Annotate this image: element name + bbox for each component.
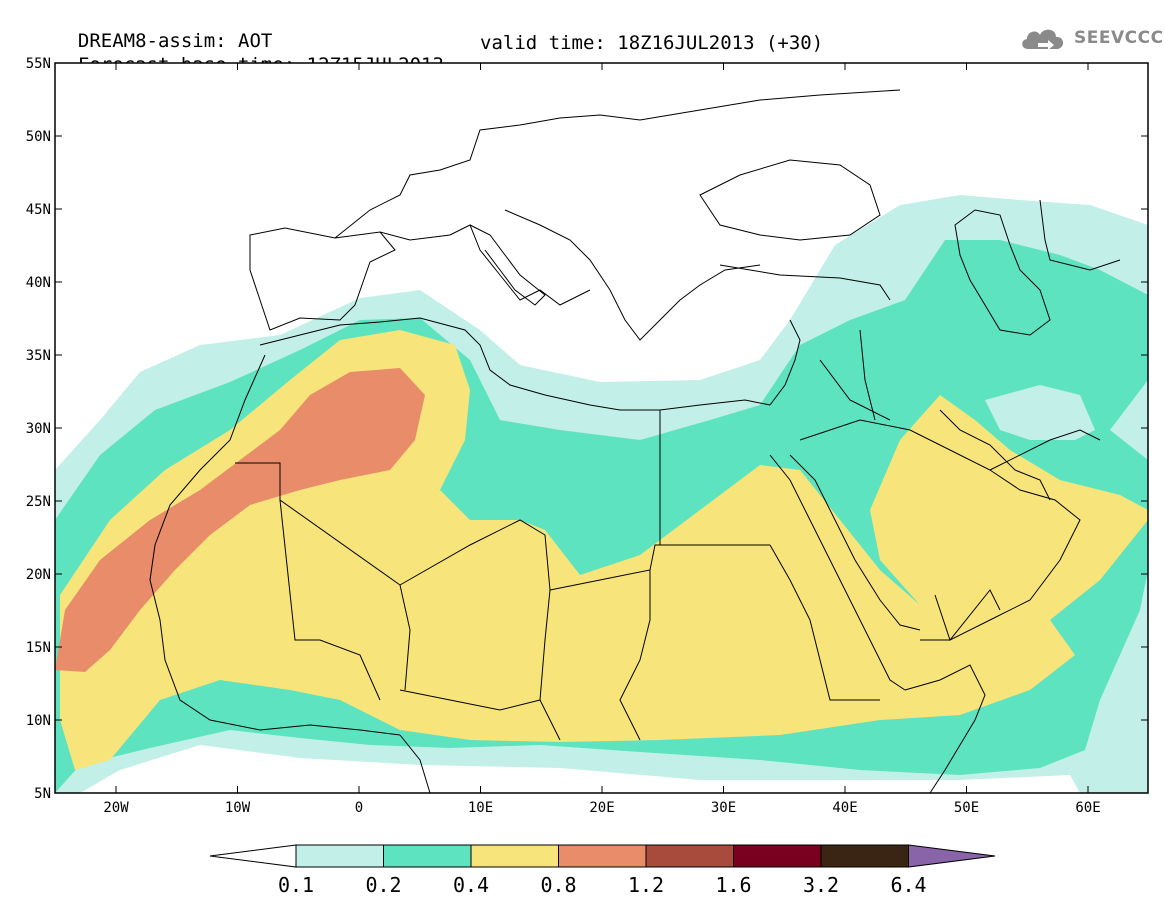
map-title: DREAM8-assim: AOT: [55, 8, 272, 52]
lat-label: 10N: [26, 713, 51, 729]
lat-label: 40N: [26, 275, 51, 291]
lat-label: 50N: [26, 129, 51, 145]
lat-label: 20N: [26, 567, 51, 583]
map-plot-area: [55, 63, 1148, 793]
colorbar-segment: [295, 844, 384, 868]
colorbar-label: 0.4: [453, 873, 489, 897]
colorbar-label: 3.2: [803, 873, 839, 897]
longitude-axis: 20W 10W 0 10E 20E 30E 40E 50E 60E: [103, 63, 1101, 816]
lat-label: 55N: [26, 56, 51, 72]
latitude-axis: 55N 50N 45N 40N 35N 30N 25N 20N 15N 10N 5N: [26, 56, 1148, 802]
valid-time: valid time: 18Z16JUL2013 (+30): [480, 32, 824, 54]
lat-label: 35N: [26, 348, 51, 364]
colorbar-right-arrow: [908, 844, 996, 868]
coastlines-and-borders: [149, 89, 1121, 793]
colorbar-segment: [558, 844, 647, 868]
cloud-icon: [1022, 29, 1064, 50]
lat-label: 30N: [26, 421, 51, 437]
colorbar-segment: [470, 844, 559, 868]
lon-label: 10E: [468, 800, 493, 816]
lat-label: 25N: [26, 494, 51, 510]
lon-label: 40E: [832, 800, 857, 816]
colorbar-label: 1.6: [715, 873, 751, 897]
colorbar-label: 1.2: [628, 873, 664, 897]
colorbar-segment: [820, 844, 909, 868]
colorbar-label: 6.4: [890, 873, 926, 897]
lon-label: 0: [355, 800, 363, 816]
title-line-1: DREAM8-assim: AOT: [77, 30, 273, 52]
logo-text: SEEVCCC: [1074, 28, 1164, 48]
seevccc-logo: SEEVCCC: [1018, 22, 1164, 54]
aot-field-0.8: [55, 368, 425, 672]
lon-label: 60E: [1075, 800, 1100, 816]
lat-label: 45N: [26, 202, 51, 218]
colorbar-left-arrow: [209, 844, 297, 868]
colorbar-segment: [645, 844, 734, 868]
lon-label: 30E: [711, 800, 736, 816]
colorbar-segment: [383, 844, 472, 868]
colorbar-label: 0.8: [540, 873, 576, 897]
lat-label: 5N: [34, 786, 51, 802]
colorbar-label: 0.2: [365, 873, 401, 897]
lat-label: 15N: [26, 640, 51, 656]
colorbar: 0.1 0.2 0.4 0.8 1.2 1.6 3.2 6.4: [209, 844, 996, 897]
lon-label: 50E: [954, 800, 979, 816]
lon-label: 20W: [103, 800, 129, 816]
colorbar-segment: [733, 844, 822, 868]
lon-label: 20E: [589, 800, 614, 816]
colorbar-label: 0.1: [278, 873, 314, 897]
lon-label: 10W: [225, 800, 251, 816]
